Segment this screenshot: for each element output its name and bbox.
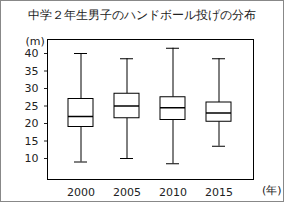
svg-text:2015: 2015 — [205, 186, 233, 199]
svg-text:25: 25 — [25, 100, 39, 113]
svg-text:(m): (m) — [26, 35, 45, 48]
svg-text:15: 15 — [25, 135, 39, 148]
svg-text:2010: 2010 — [159, 186, 187, 199]
svg-text:10: 10 — [25, 152, 39, 165]
html-text:中学２年生男子のハンドボール投げの分布: 中学２年生男子のハンドボール投げの分布 — [28, 8, 256, 22]
svg-text:30: 30 — [25, 82, 39, 95]
svg-text:20: 20 — [25, 117, 39, 130]
svg-text:2000: 2000 — [67, 186, 95, 199]
svg-text:(年): (年) — [262, 184, 282, 197]
svg-text:40: 40 — [25, 47, 39, 60]
svg-text:2005: 2005 — [113, 186, 141, 199]
svg-text:35: 35 — [25, 65, 39, 78]
